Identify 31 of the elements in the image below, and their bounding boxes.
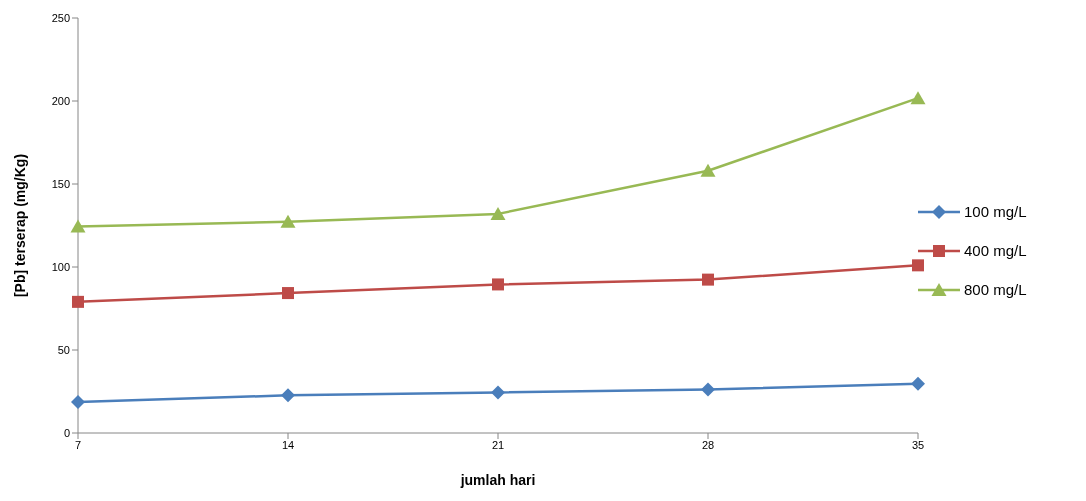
- legend-label: 800 mg/L: [964, 281, 1027, 298]
- y-tick-label: 200: [51, 94, 70, 107]
- point: [282, 287, 294, 300]
- x-axis-title: jumlah hari: [459, 472, 536, 488]
- point: [280, 214, 296, 228]
- point: [492, 278, 504, 291]
- point: [71, 395, 85, 410]
- point: [701, 382, 715, 397]
- point: [490, 206, 506, 220]
- x-tick-label: 21: [491, 438, 505, 451]
- x-tick-label: 28: [701, 438, 715, 451]
- y-axis-title: [Pb] terserap (mg/Kg): [11, 153, 28, 298]
- point: [72, 295, 84, 308]
- y-tick-label: 50: [57, 343, 70, 356]
- point: [491, 385, 505, 400]
- x-tick-label: 14: [281, 438, 295, 451]
- point: [702, 273, 714, 286]
- legend-label: 400 mg/L: [964, 242, 1027, 259]
- point: [281, 388, 295, 403]
- legend-label: 100 mg/L: [964, 203, 1027, 220]
- point: [911, 376, 925, 391]
- point: [70, 219, 86, 233]
- y-tick-label: 100: [51, 260, 70, 273]
- x-tick-label: 35: [911, 438, 925, 451]
- point: [700, 163, 716, 177]
- x-tick-label: 7: [74, 438, 82, 451]
- y-tick-label: 250: [51, 11, 70, 24]
- y-tick-label: 150: [51, 177, 70, 190]
- point: [912, 259, 924, 272]
- y-tick-label: 0: [63, 426, 70, 439]
- point: [910, 91, 926, 105]
